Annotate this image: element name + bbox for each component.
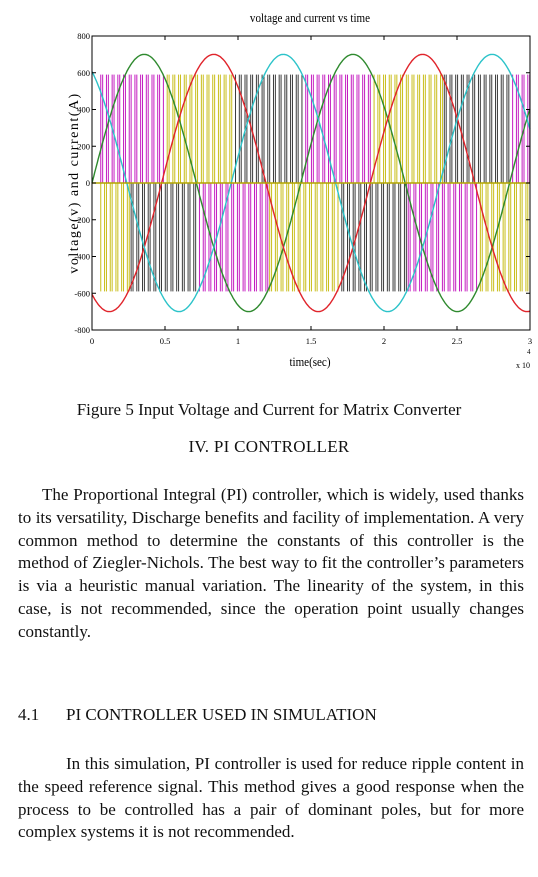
y-tick-label: 0: [86, 178, 90, 188]
paragraph-pi-controller: The Proportional Integral (PI) controlle…: [18, 485, 524, 641]
x-tick-label: 1.5: [306, 336, 317, 346]
y-tick-label: -600: [74, 288, 90, 298]
voltage-series-3: [91, 53, 531, 313]
x-tick-label: 0: [90, 336, 94, 346]
y-tick-label: 800: [77, 31, 90, 41]
chart-title: voltage and current vs time: [250, 10, 370, 25]
y-tick-label: -200: [74, 215, 90, 225]
x-tick-label: 2: [382, 336, 386, 346]
paragraph-simulation: In this simulation, PI controller is use…: [18, 754, 524, 842]
x-tick-label: 1: [236, 336, 240, 346]
voltage-current-chart: voltage and current vs time 0 0.5 1 1.5 2 2.5…: [67, 10, 532, 370]
x-multiplier: x 10: [516, 361, 530, 370]
y-tick-label: 200: [77, 141, 90, 151]
x-tick-label: 0.5: [160, 336, 171, 346]
subsection-title: PI CONTROLLER USED IN SIMULATION: [66, 705, 377, 724]
x-tick-label: 3: [528, 336, 532, 346]
voltage-series-1: [91, 53, 531, 313]
y-tick-label: -800: [74, 325, 90, 335]
voltage-series-2: [91, 53, 531, 313]
x-tick-label: 2.5: [452, 336, 463, 346]
subsection-heading: 4.1 PI CONTROLLER USED IN SIMULATION: [18, 705, 377, 725]
y-tick-label: 600: [77, 68, 90, 78]
current-series-2: [100, 74, 529, 292]
section-heading: IV. PI CONTROLLER: [188, 437, 350, 456]
figure-caption: Figure 5 Input Voltage and Current for M…: [76, 400, 462, 419]
x-axis-label: time(sec): [289, 354, 330, 369]
axes: 0 0.5 1 1.5 2 2.5 3 800 600 400 200 0 -200 -400 -600 -8…: [74, 31, 532, 346]
plot-area: [91, 53, 531, 313]
subsection-number: 4.1: [18, 705, 40, 724]
y-tick-label: -400: [74, 252, 90, 262]
x-multiplier-exponent: 4: [527, 348, 531, 356]
y-tick-label: 400: [77, 105, 90, 115]
current-series-3: [130, 74, 510, 292]
y-axis-label: voltage(v) and current(A): [67, 92, 82, 273]
